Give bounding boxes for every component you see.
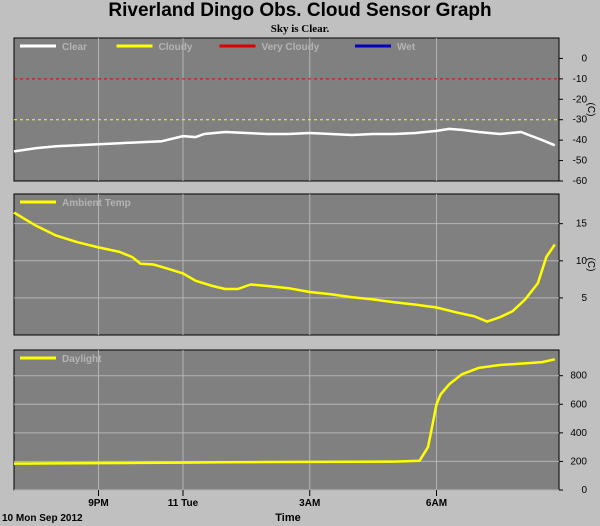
series-line-daylight (13, 358, 556, 465)
x-tick-label: 9PM (88, 498, 109, 509)
x-axis-label: Time (275, 512, 300, 524)
y-tick-label: 0 (581, 485, 587, 496)
y-tick-label: 800 (570, 371, 587, 382)
y-tick-label: 200 (570, 456, 587, 467)
sky-status-subtitle: Sky is Clear. (270, 23, 330, 35)
y-tick-label: -10 (573, 74, 588, 85)
y-tick-label: -60 (573, 176, 588, 187)
y-tick-label: -20 (573, 94, 588, 105)
legend-item-daylight: Daylight (62, 354, 102, 365)
y-tick-label: -50 (573, 156, 588, 167)
x-tick-label: 11 Tue (168, 498, 199, 509)
y-axis-label: (C) (585, 103, 596, 117)
y-tick-label: 5 (581, 293, 587, 304)
series-line-ambient-temp (13, 211, 556, 323)
legend-item-ambient-temp: Ambient Temp (62, 198, 131, 209)
plot-area (13, 37, 560, 182)
y-tick-label: -30 (573, 115, 588, 126)
page-title: Riverland Dingo Obs. Cloud Sensor Graph (108, 0, 492, 21)
y-tick-label: 15 (576, 219, 588, 230)
y-tick-label: -40 (573, 135, 588, 146)
y-tick-label: 0 (581, 53, 587, 64)
legend-item-very-cloudy: Very Cloudy (262, 42, 320, 53)
x-date-label: 10 Mon Sep 2012 (2, 513, 83, 524)
plot-area (13, 193, 560, 336)
plot-area (13, 349, 560, 491)
legend-item-cloudy: Cloudy (159, 42, 193, 53)
y-axis-label: (C) (585, 258, 596, 272)
y-tick-label: 400 (570, 428, 587, 439)
panel-1: 0 -10 -20 -30 -40 -50 -60 (C) Clear Cloudy Very Cl… (13, 37, 596, 187)
panel-2: 5 10 15 (C) Ambient Temp (13, 193, 596, 336)
legend-item-clear: Clear (62, 42, 87, 53)
legend-item-wet: Wet (397, 42, 416, 53)
series-line-clear (13, 127, 556, 153)
panel-3: 0 200 400 600 800 Daylight (13, 349, 587, 496)
y-tick-label: 10 (576, 256, 588, 267)
y-tick-label: 600 (570, 399, 587, 410)
x-tick-label: 3AM (299, 498, 320, 509)
x-tick-label: 6AM (426, 498, 447, 509)
